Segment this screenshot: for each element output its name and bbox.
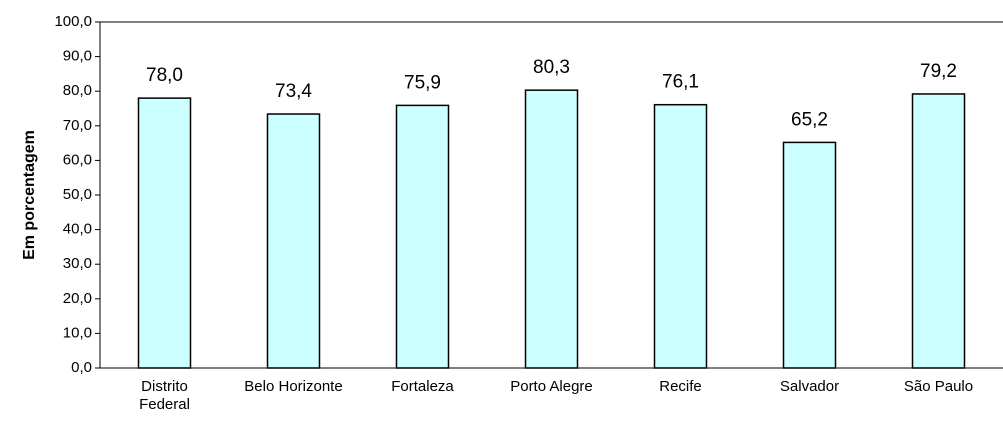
- y-tick-label: 20,0: [63, 290, 92, 307]
- value-label: 80,3: [533, 57, 570, 78]
- y-tick-label: 0,0: [71, 359, 92, 376]
- x-tick-label: Distrito Federal: [139, 378, 190, 413]
- y-tick-label: 70,0: [63, 117, 92, 134]
- value-label: 76,1: [662, 72, 699, 93]
- bar: [395, 104, 450, 369]
- y-tick-label: 50,0: [63, 186, 92, 203]
- y-tick-label: 10,0: [63, 324, 92, 341]
- bar: [524, 89, 579, 369]
- y-tick-label: 80,0: [63, 82, 92, 99]
- x-tick-label: São Paulo: [903, 378, 974, 395]
- value-label: 65,2: [791, 109, 828, 130]
- bar: [266, 113, 321, 369]
- value-label: 73,4: [275, 81, 312, 102]
- bar: [911, 93, 966, 369]
- x-tick-label: Salvador: [779, 378, 840, 395]
- x-tick-label: Fortaleza: [391, 378, 454, 395]
- value-label: 79,2: [920, 61, 957, 82]
- value-label: 78,0: [146, 65, 183, 86]
- bar: [782, 141, 837, 369]
- x-tick-label: Belo Horizonte: [244, 378, 343, 395]
- y-tick-label: 90,0: [63, 48, 92, 65]
- y-tick-label: 40,0: [63, 221, 92, 238]
- bar: [137, 97, 192, 369]
- y-tick-label: 100,0: [54, 13, 92, 30]
- bar: [653, 103, 708, 369]
- value-label: 75,9: [404, 72, 441, 93]
- x-tick-label: Porto Alegre: [510, 378, 593, 395]
- y-axis-title: Em porcentagem: [21, 130, 38, 260]
- y-tick-label: 30,0: [63, 255, 92, 272]
- x-tick-label: Recife: [659, 378, 702, 395]
- y-tick-label: 60,0: [63, 151, 92, 168]
